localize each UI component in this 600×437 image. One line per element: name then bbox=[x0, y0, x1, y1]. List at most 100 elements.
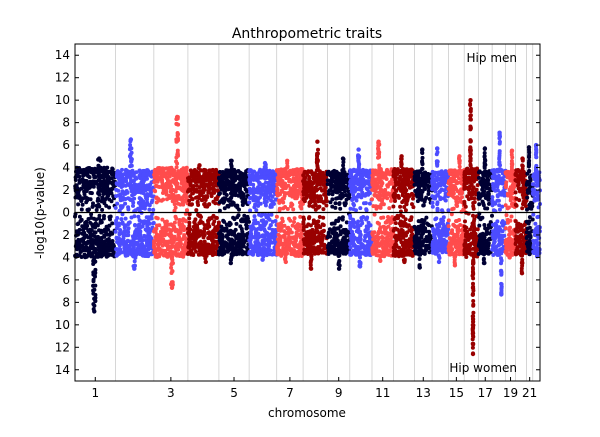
data-point bbox=[91, 257, 96, 262]
data-point bbox=[309, 170, 314, 175]
peak-point bbox=[92, 309, 97, 314]
data-point bbox=[231, 215, 236, 220]
data-point bbox=[289, 251, 294, 255]
data-point bbox=[359, 216, 364, 220]
data-point bbox=[293, 253, 298, 258]
data-point bbox=[255, 248, 260, 253]
data-point bbox=[130, 168, 135, 173]
data-point bbox=[302, 176, 307, 181]
data-point bbox=[118, 204, 123, 209]
data-point bbox=[292, 216, 297, 221]
data-point bbox=[399, 240, 404, 245]
data-point bbox=[363, 234, 368, 239]
data-point bbox=[283, 247, 288, 252]
data-point bbox=[209, 181, 213, 186]
data-point bbox=[169, 262, 174, 267]
data-point bbox=[137, 223, 142, 228]
data-point bbox=[142, 233, 147, 238]
data-point bbox=[230, 179, 235, 184]
data-point bbox=[196, 230, 201, 235]
data-point bbox=[120, 220, 125, 225]
data-point bbox=[278, 192, 282, 197]
data-point bbox=[399, 162, 404, 167]
data-point bbox=[312, 251, 317, 256]
data-point bbox=[329, 182, 334, 187]
data-point bbox=[109, 199, 114, 204]
data-point bbox=[425, 179, 430, 184]
data-point bbox=[186, 188, 191, 192]
data-point bbox=[248, 190, 253, 195]
data-point bbox=[202, 233, 207, 238]
data-point bbox=[139, 219, 144, 224]
data-point bbox=[200, 220, 205, 225]
data-point bbox=[154, 184, 158, 189]
data-point bbox=[175, 161, 180, 166]
data-point bbox=[237, 238, 242, 243]
data-point bbox=[411, 196, 415, 201]
data-point bbox=[378, 254, 383, 259]
data-point bbox=[236, 244, 241, 249]
data-point bbox=[174, 185, 179, 190]
data-point bbox=[359, 251, 364, 256]
data-point bbox=[145, 223, 150, 228]
data-point bbox=[160, 238, 165, 243]
data-point bbox=[137, 233, 142, 238]
data-point bbox=[401, 191, 405, 196]
data-point bbox=[90, 233, 95, 238]
data-point bbox=[76, 237, 81, 242]
data-point bbox=[293, 185, 297, 190]
data-point bbox=[139, 198, 144, 203]
data-point bbox=[180, 246, 185, 251]
data-point bbox=[100, 169, 104, 174]
data-point bbox=[280, 180, 284, 185]
data-point bbox=[233, 227, 238, 232]
data-point bbox=[138, 248, 143, 253]
data-point bbox=[240, 199, 245, 204]
data-point bbox=[177, 236, 182, 241]
data-point bbox=[365, 251, 370, 256]
data-point bbox=[236, 169, 241, 174]
data-point bbox=[237, 176, 242, 181]
data-point bbox=[93, 230, 98, 235]
data-point bbox=[176, 228, 181, 233]
data-point bbox=[264, 193, 269, 197]
data-point bbox=[94, 208, 99, 212]
data-point bbox=[348, 168, 353, 173]
data-point bbox=[308, 199, 313, 204]
data-point bbox=[386, 224, 391, 229]
data-point bbox=[257, 182, 262, 187]
data-point bbox=[226, 179, 231, 183]
data-point bbox=[170, 223, 175, 228]
data-point bbox=[213, 244, 218, 249]
data-point bbox=[172, 234, 177, 239]
data-point bbox=[157, 223, 162, 228]
data-point bbox=[204, 253, 209, 258]
data-point bbox=[232, 189, 237, 194]
data-point bbox=[401, 168, 406, 173]
data-point bbox=[406, 223, 411, 228]
data-point bbox=[98, 180, 103, 184]
data-point bbox=[157, 254, 162, 259]
data-point bbox=[351, 237, 356, 242]
data-point bbox=[152, 239, 157, 244]
data-point bbox=[265, 170, 270, 175]
data-point bbox=[134, 176, 139, 181]
data-point bbox=[202, 226, 207, 231]
data-point bbox=[293, 243, 298, 248]
data-point bbox=[166, 166, 171, 171]
data-point bbox=[358, 233, 363, 238]
data-point bbox=[261, 234, 266, 239]
data-point bbox=[129, 150, 134, 155]
data-point bbox=[340, 215, 345, 220]
data-point bbox=[358, 223, 363, 228]
data-point bbox=[172, 251, 177, 256]
data-point bbox=[305, 232, 310, 237]
data-point bbox=[109, 186, 114, 191]
data-point bbox=[116, 223, 121, 228]
data-point bbox=[110, 239, 115, 243]
data-point bbox=[289, 247, 294, 252]
data-point bbox=[86, 186, 90, 191]
data-point bbox=[254, 234, 259, 239]
data-point bbox=[111, 179, 116, 184]
peak-point bbox=[315, 139, 320, 144]
